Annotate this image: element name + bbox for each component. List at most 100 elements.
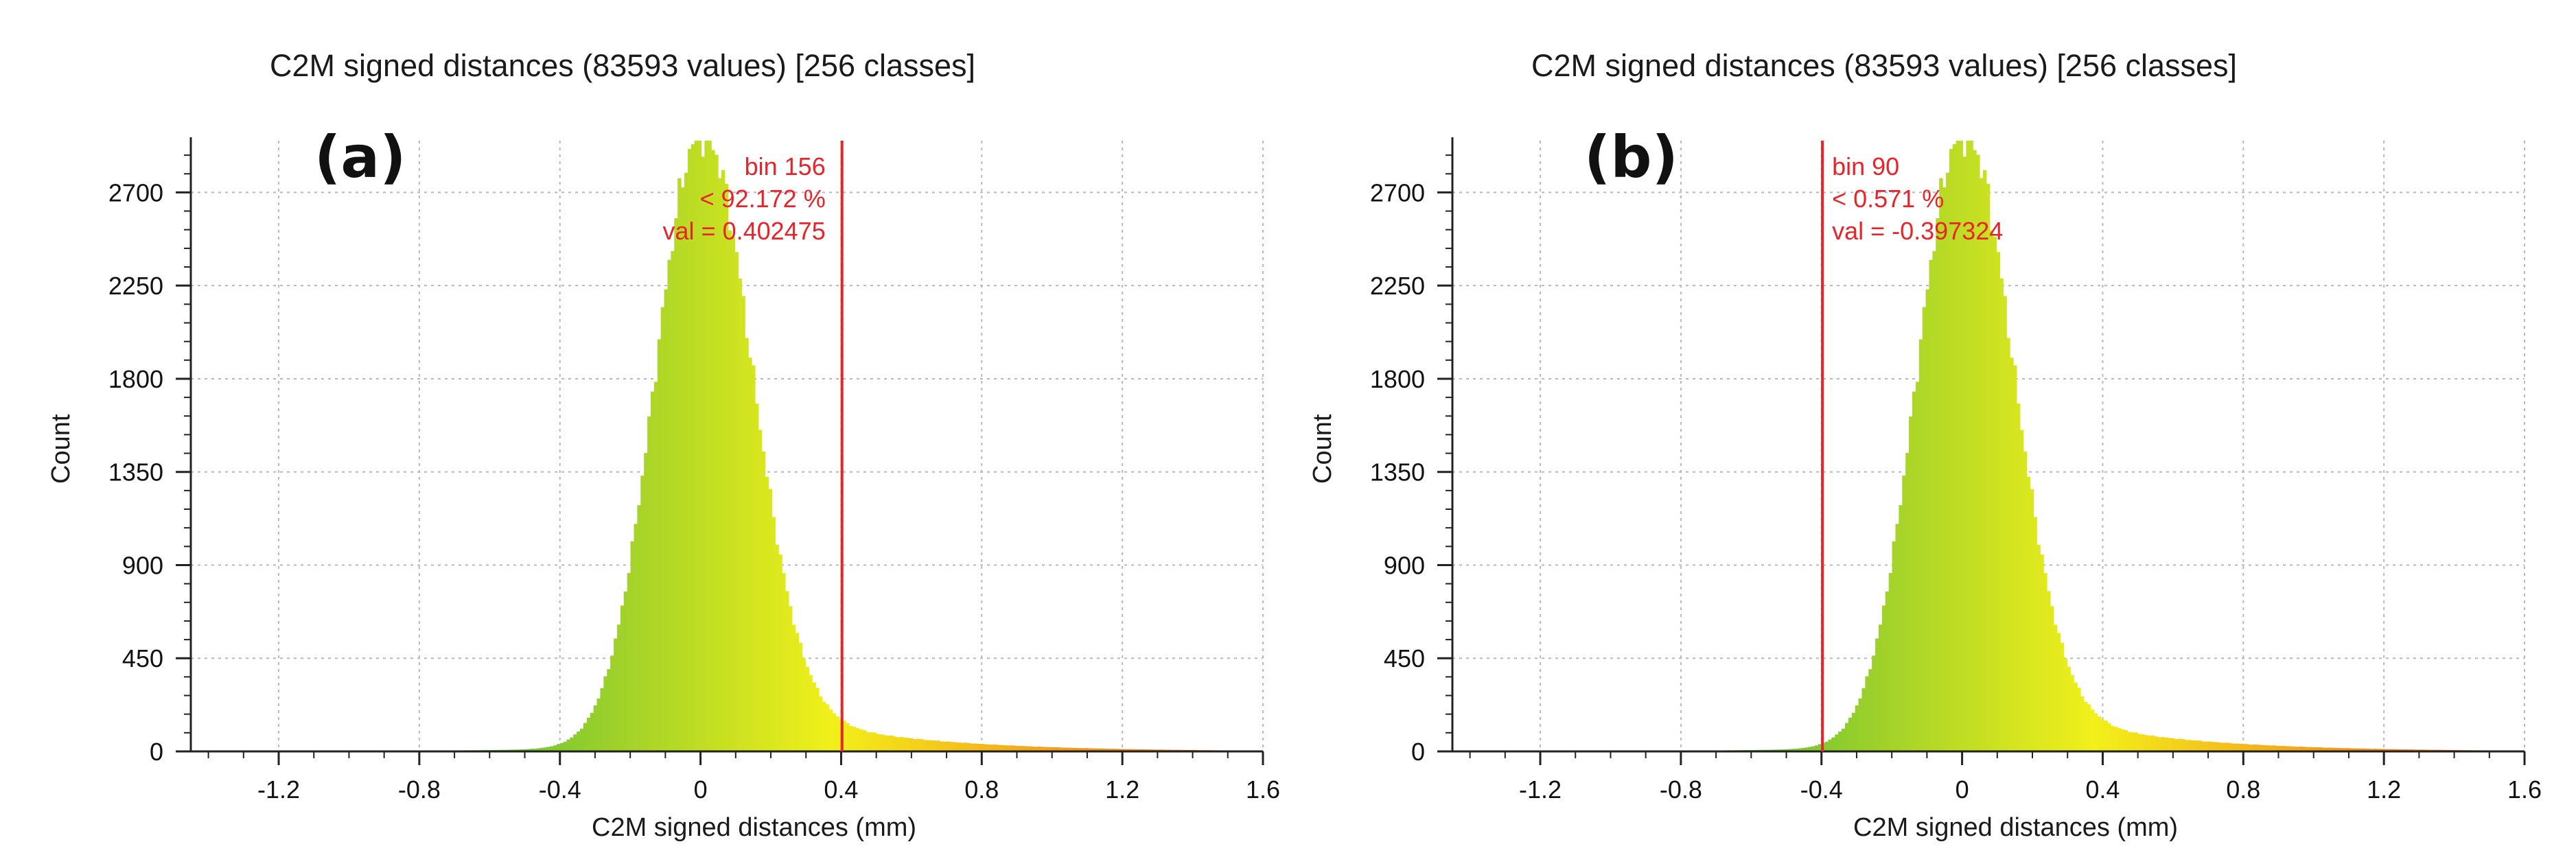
histogram-bar xyxy=(2157,737,2162,751)
histogram-bar xyxy=(543,747,547,751)
x-tick-label: -1.2 xyxy=(257,775,300,804)
histogram-bar xyxy=(603,676,607,751)
marker-value-text: val = 0.402475 xyxy=(662,217,826,245)
histogram-bar xyxy=(708,141,712,751)
histogram-bar xyxy=(1986,183,1991,751)
x-tick-label: -0.4 xyxy=(539,775,581,804)
histogram-bar xyxy=(909,738,914,751)
histogram-plot: -1.2 -0.8 -0.4 0 0.4 0.8 1.2 1.6 0 450 900 1350 1800… xyxy=(1370,137,2542,804)
histogram-bar xyxy=(2387,749,2391,751)
histogram-bar xyxy=(1939,178,1943,751)
histogram-bar xyxy=(2396,749,2401,751)
histogram-bar xyxy=(1058,747,1062,751)
histogram-bar xyxy=(590,712,594,751)
histogram-bar xyxy=(2359,748,2364,751)
histogram-bar xyxy=(745,338,749,751)
histogram-bar xyxy=(2268,745,2273,751)
histogram-bar xyxy=(1135,749,1139,751)
histogram-bar xyxy=(1844,723,1849,751)
histogram-bar xyxy=(2373,749,2377,751)
histogram-bar xyxy=(717,178,722,752)
histogram-bar xyxy=(2184,740,2189,751)
histogram-bar xyxy=(2144,735,2148,751)
histogram-bar xyxy=(1888,573,1893,751)
histogram-bar xyxy=(802,658,807,751)
histogram-bar xyxy=(1037,747,1042,751)
histogram-bar xyxy=(819,697,823,751)
histogram-bar xyxy=(529,749,534,751)
histogram-bar xyxy=(2286,746,2290,751)
histogram-bar xyxy=(526,749,531,751)
histogram-bar xyxy=(2174,739,2179,751)
histogram-bar xyxy=(768,489,773,751)
histogram-bar xyxy=(1861,688,1866,751)
histogram-bar xyxy=(2013,365,2017,751)
histogram-bar xyxy=(644,453,648,751)
marker-annotation: bin 90 < 0.571 % val = -0.397324 xyxy=(1832,150,2003,247)
histogram-bar xyxy=(607,669,611,751)
histogram-bar xyxy=(859,729,863,751)
histogram-bar xyxy=(1831,737,1835,751)
histogram-bar xyxy=(2188,740,2192,751)
histogram-bar xyxy=(993,745,998,751)
histogram-bar xyxy=(889,735,894,751)
histogram-bar xyxy=(1858,698,1863,751)
histogram-bar xyxy=(920,739,924,751)
x-tick-label: -1.2 xyxy=(1519,775,1562,804)
histogram-bar xyxy=(846,723,850,751)
histogram-bar xyxy=(647,416,651,751)
y-tick-label: 2700 xyxy=(1370,178,1425,207)
marker-percent-text: < 92.172 % xyxy=(699,185,826,213)
histogram-bar xyxy=(2366,749,2371,751)
y-tick-label: 0 xyxy=(150,738,163,766)
histogram-bar xyxy=(2309,747,2313,751)
histogram-bar xyxy=(2077,688,2081,751)
histogram-bar xyxy=(1122,749,1126,751)
histogram-bar xyxy=(2302,747,2307,751)
histogram-bar xyxy=(546,747,550,751)
histogram-bar xyxy=(1060,747,1065,751)
histogram-bar xyxy=(956,742,961,751)
histogram-bar xyxy=(2346,748,2350,751)
y-tick-label: 900 xyxy=(1384,551,1425,579)
histogram-bar xyxy=(741,296,745,751)
histogram-bar xyxy=(1835,734,1839,751)
histogram-bar xyxy=(634,524,638,751)
histogram-bar xyxy=(616,624,621,751)
histogram-bar xyxy=(2221,742,2226,751)
histogram-bar xyxy=(1000,745,1005,751)
histogram-bar xyxy=(1979,178,1984,752)
x-tick-label: 0.8 xyxy=(2226,775,2260,804)
histogram-bar xyxy=(577,732,581,751)
histogram-bar xyxy=(2218,742,2223,751)
histogram-bar xyxy=(2100,719,2104,751)
histogram-bar xyxy=(987,745,991,751)
histogram-bar xyxy=(832,713,837,751)
histogram-bar xyxy=(2356,748,2360,751)
histogram-bar xyxy=(1125,749,1129,751)
histogram-bar xyxy=(903,737,907,751)
histogram-bar xyxy=(586,717,591,751)
histogram-bar xyxy=(2325,747,2330,751)
x-tick-label: 1.2 xyxy=(1105,775,1139,804)
x-tick-label: 1.2 xyxy=(2367,775,2401,804)
histogram-bar xyxy=(701,156,705,752)
histogram-bar xyxy=(2006,338,2010,751)
histogram-bar xyxy=(973,743,977,751)
histogram-bar xyxy=(950,742,954,751)
histogram-bar xyxy=(2161,737,2166,751)
histogram-bar xyxy=(2316,747,2320,751)
histogram-bar xyxy=(1902,476,1906,751)
histogram-bar xyxy=(1942,187,1947,752)
histogram-bar xyxy=(778,554,782,751)
histogram-bar xyxy=(2312,747,2317,751)
histogram-bar xyxy=(2120,729,2125,751)
histogram-bar xyxy=(1881,605,1886,751)
histogram-bar xyxy=(1959,141,1964,751)
histogram-bar xyxy=(640,476,645,751)
histogram-bar xyxy=(660,307,665,751)
histogram-bar xyxy=(1872,655,1876,751)
histogram-bar xyxy=(2040,554,2044,751)
histogram-bar xyxy=(2016,403,2021,751)
histogram-bar xyxy=(2235,743,2239,751)
